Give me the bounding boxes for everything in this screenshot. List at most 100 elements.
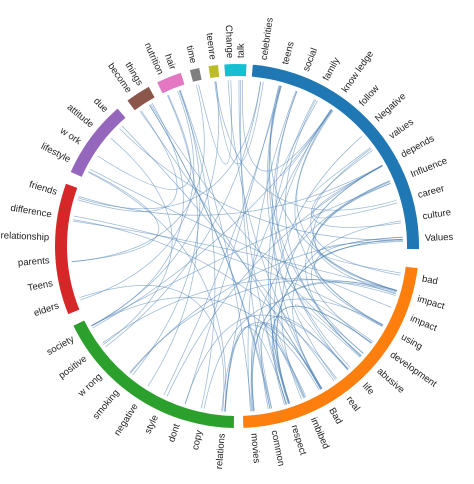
node-label: movies: [248, 433, 262, 464]
node-label: life: [360, 381, 376, 397]
node-label: hair: [162, 53, 178, 72]
chord-link: [306, 147, 383, 203]
node-label: relationship: [0, 230, 49, 243]
node-label: copy: [190, 429, 205, 451]
chord-link: [91, 297, 320, 391]
node-label: parents: [18, 255, 51, 268]
chord-link: [121, 125, 335, 382]
node-label: style: [143, 413, 161, 435]
chord-link: [103, 137, 173, 345]
chord-link: [102, 278, 396, 344]
chord-link: [88, 171, 227, 412]
node-label: lifestyle: [39, 141, 72, 165]
arc-grey: [189, 67, 202, 82]
node-label: real: [344, 394, 362, 413]
node-label: dont: [166, 422, 182, 443]
node-label: culture: [422, 207, 452, 222]
arc-green: [73, 320, 235, 428]
node-label: respect: [289, 424, 309, 457]
node-label: celebrities: [259, 17, 276, 61]
chord-link: [129, 279, 397, 373]
chord-link: [185, 85, 281, 404]
chord-link: [319, 240, 403, 274]
node-label: positive: [57, 353, 89, 381]
chord-link: [266, 322, 305, 404]
arc-orange: [242, 266, 418, 428]
chord-link: [268, 85, 351, 368]
chord-link: [215, 81, 397, 211]
chord-link: [179, 89, 252, 412]
chord-link: [271, 306, 372, 406]
node-label: Influence: [409, 155, 449, 180]
chord-link: [295, 304, 361, 370]
chord-link: [71, 84, 205, 263]
arc-red: [55, 183, 80, 315]
node-label: teens: [280, 40, 297, 66]
chord-link: [91, 103, 184, 327]
node-label: elders: [32, 300, 60, 319]
arc-purple: [70, 108, 126, 177]
chord-link: [250, 322, 322, 412]
node-label: Bad: [326, 406, 344, 426]
chord-link: [203, 298, 384, 409]
node-label: impact: [408, 313, 438, 334]
chord-link: [71, 171, 159, 262]
chord-link: [269, 85, 364, 354]
node-label: Negative: [373, 91, 408, 124]
node-label: depends: [399, 133, 436, 160]
chord-link: [150, 104, 364, 354]
chord-link: [251, 282, 397, 412]
node-label: common: [269, 429, 287, 467]
arc-brown: [127, 86, 155, 111]
chord-link: [166, 165, 383, 397]
node-label: family: [321, 56, 343, 83]
node-label: smoking: [91, 388, 122, 422]
chord-link: [242, 80, 332, 172]
chord-link: [73, 219, 338, 379]
chord-link: [132, 90, 201, 376]
arcs-layer: [55, 64, 420, 428]
arc-cyan: [224, 64, 247, 77]
chord-link: [147, 95, 199, 387]
links-layer: [71, 80, 403, 412]
chord-link: [259, 324, 304, 409]
node-label: relations: [214, 433, 228, 470]
chord-link: [301, 296, 374, 356]
node-label: w rong: [75, 371, 104, 399]
chord-link: [184, 314, 349, 404]
chord-link: [275, 91, 349, 370]
chord-link: [73, 215, 383, 327]
node-label: teenre: [203, 32, 217, 60]
node-label: talk: [236, 43, 247, 58]
node-label: difference: [10, 203, 53, 221]
node-label: values: [387, 117, 416, 142]
node-label: friends: [28, 179, 59, 198]
node-label: follow: [357, 83, 381, 109]
chord-link: [72, 220, 397, 292]
chord-link: [178, 90, 216, 409]
chord-link: [79, 90, 195, 301]
node-label: time: [184, 44, 199, 64]
node-label: imbibed: [308, 416, 331, 451]
chord-link: [296, 109, 398, 291]
chord-link: [269, 108, 332, 404]
chord-link: [314, 183, 397, 295]
chord-link: [266, 85, 336, 380]
chord-link: [78, 81, 261, 210]
node-label: abusive: [375, 366, 407, 396]
chord-link: [79, 284, 225, 412]
node-label: Values: [425, 232, 454, 244]
chord-link: [97, 94, 192, 190]
arc-blue: [251, 64, 420, 250]
node-label: negative: [112, 402, 141, 438]
chord-link: [89, 168, 392, 308]
chord-link: [312, 165, 398, 219]
chord-link: [314, 236, 403, 327]
node-label: Teens: [27, 278, 54, 294]
node-label: nutrition: [142, 41, 166, 76]
chord-link: [305, 181, 391, 357]
node-label: attitude: [65, 102, 96, 130]
node-label: w ork: [57, 125, 83, 147]
chord-link: [280, 100, 333, 177]
